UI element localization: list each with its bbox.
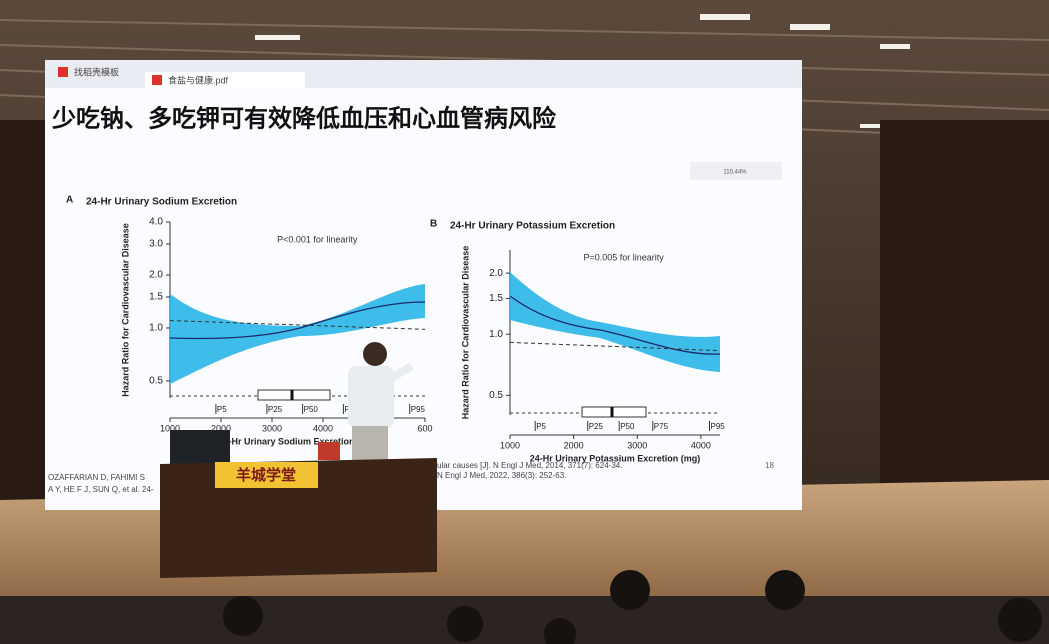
confidence-band	[170, 284, 425, 384]
reference: N Engl J Med, 2022, 386(3): 252-63.	[437, 471, 566, 480]
percentile-label: P5	[536, 422, 546, 431]
annotation: P<0.001 for linearity	[277, 234, 358, 244]
y-tick-label: 0.5	[489, 390, 503, 401]
x-tick-label: 2000	[564, 440, 584, 450]
y-axis-label: Hazard Ratio for Cardiovascular Disease	[460, 246, 470, 420]
browser-tab-active	[145, 72, 305, 88]
tab-label[interactable]: 找稻壳模板	[74, 66, 119, 77]
percentile-label: P25	[268, 405, 283, 414]
zoom-level[interactable]: 110.44%	[723, 170, 747, 176]
reference: ular causes [J]. N Engl J Med, 2014, 371…	[437, 461, 622, 470]
x-tick-label: 1000	[160, 423, 180, 433]
percentile-label: P25	[589, 422, 604, 431]
x-tick-label: 3000	[627, 440, 647, 450]
percentile-label: P95	[411, 405, 426, 414]
y-tick-label: 3.0	[149, 239, 163, 250]
reference: A Y, HE F J, SUN Q, et al. 24-	[48, 485, 154, 494]
zoom-toolbar	[690, 162, 782, 180]
x-tick-label: 3000	[262, 423, 282, 433]
references: OZAFFARIAN D, FAHIMI S A Y, HE F J, SUN …	[48, 461, 622, 494]
reference-line	[169, 320, 426, 330]
podium-sign-plate	[215, 462, 318, 488]
x-tick-label: 1000	[500, 440, 520, 450]
panel-letter: B	[430, 219, 437, 230]
monitor	[170, 430, 230, 466]
panel-title: 24-Hr Urinary Potassium Excretion	[450, 221, 615, 232]
y-tick-label: 2.0	[489, 268, 503, 279]
reference: OZAFFARIAN D, FAHIMI S	[48, 473, 145, 482]
tab-label[interactable]: 食盐与健康.pdf	[168, 74, 229, 85]
speaker	[348, 342, 415, 462]
panel-title: 24-Hr Urinary Sodium Excretion	[86, 197, 237, 208]
y-tick-label: 1.0	[489, 329, 503, 340]
percentile-label: P5	[217, 405, 227, 414]
hazard-curve	[509, 295, 721, 355]
y-tick-label: 1.5	[149, 292, 163, 303]
x-tick-label: 4000	[313, 423, 333, 433]
tab-icon	[152, 75, 162, 85]
reference-line	[509, 341, 721, 352]
y-tick-label: 0.5	[149, 376, 163, 387]
podium-sign: 羊城学堂	[236, 466, 296, 484]
percentile-label: P75	[654, 422, 669, 431]
x-axis-label: 24-Hr Urinary Potassium Excretion (mg)	[530, 453, 701, 463]
y-tick-label: 1.0	[149, 323, 163, 334]
y-tick-label: 2.0	[149, 270, 163, 281]
distribution-box	[581, 406, 647, 418]
x-tick-label: 600	[417, 423, 432, 433]
chart-panel: B 24-Hr Urinary Potassium Excretion Hazard…	[430, 219, 725, 464]
x-tick-label: 2000	[211, 423, 231, 433]
hazard-curve	[169, 301, 426, 340]
annotation: P=0.005 for linearity	[584, 252, 665, 262]
percentile-label: P50	[620, 422, 635, 431]
percentile-label: P95	[711, 422, 726, 431]
panel-letter: A	[66, 195, 73, 206]
audience-heads	[223, 570, 1042, 644]
distribution-box	[257, 389, 331, 401]
y-tick-label: 1.5	[489, 293, 503, 304]
chart-panel: A 24-Hr Urinary Sodium Excretion Hazard Ra…	[66, 195, 433, 447]
y-tick-label: 4.0	[149, 217, 163, 228]
tab-icon	[58, 67, 68, 77]
percentile-label: P50	[304, 405, 319, 414]
x-axis-label: 24-Hr Urinary Sodium Excretion (mg)	[218, 436, 376, 446]
audience-area	[0, 596, 1049, 644]
slide-title: 少吃钠、多吃钾可有效降低血压和心血管病风险	[51, 104, 557, 132]
curtain	[880, 120, 1049, 500]
page-number: 18	[765, 461, 774, 470]
y-axis-label: Hazard Ratio for Cardiovascular Disease	[120, 223, 130, 397]
podium: 羊城学堂	[160, 442, 437, 578]
x-tick-label: 4000	[691, 440, 711, 450]
